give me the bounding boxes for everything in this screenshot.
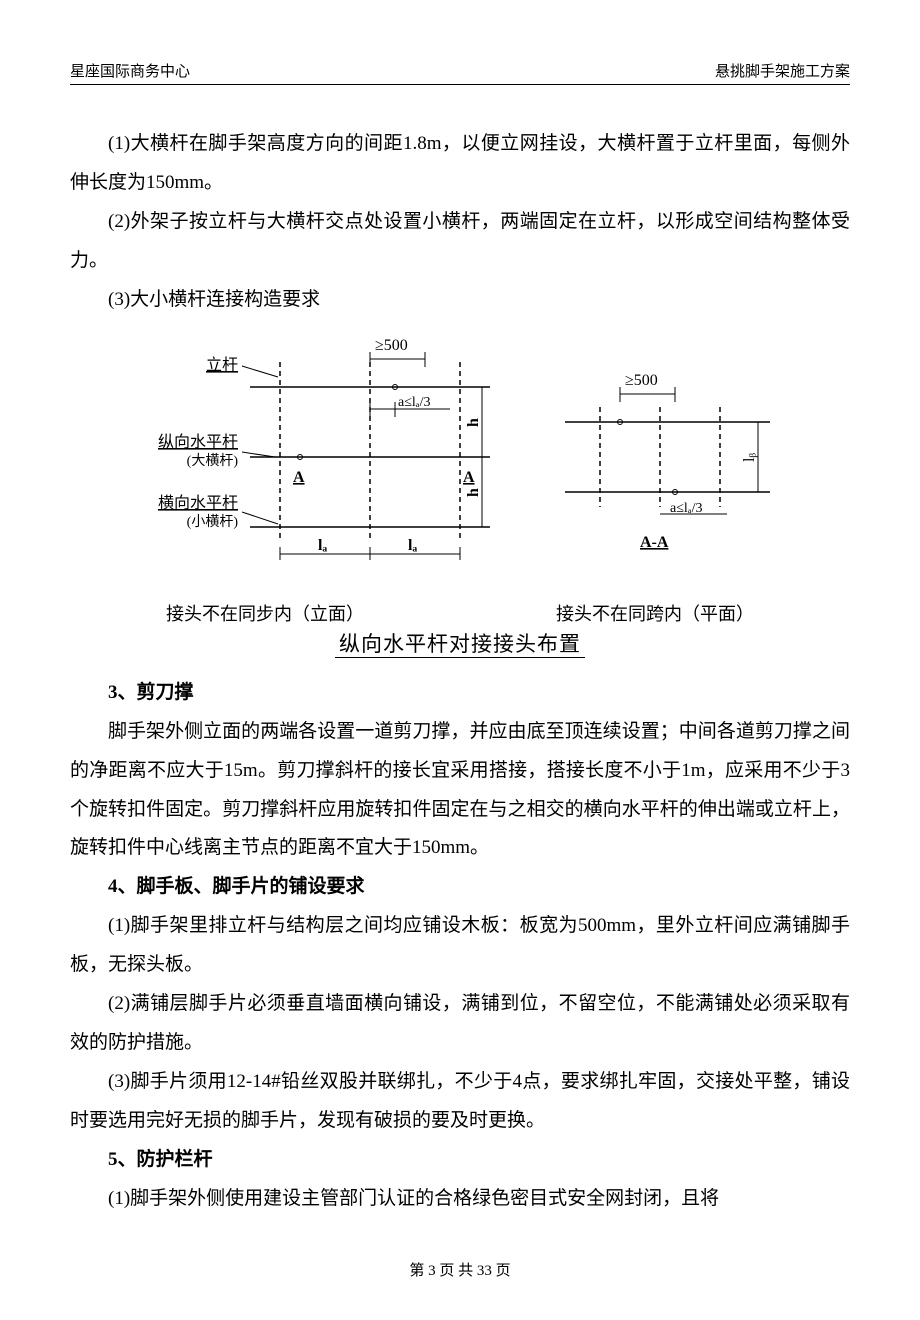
paragraph-5: (1)脚手架里排立杆与结构层之间均应铺设木板：板宽为500mm，里外立杆间应满铺… [70,907,850,985]
caption-left: 接头不在同步内（立面） [166,600,364,626]
label-xhg: (小横杆) [187,514,239,530]
diagram-sub-captions: 接头不在同步内（立面） 接头不在同跨内（平面） [70,600,850,626]
header-right: 悬挑脚手架施工方案 [715,60,850,81]
diagram-svg: ≥500 a≤lₐ/3 lₐ lₐ h h [130,332,790,592]
body-text: (1)大横杆在脚手架高度方向的间距1.8m，以便立网挂设，大横杆置于立杆里面，每… [70,125,850,320]
label-hxsp: 横向水平杆 [158,494,238,512]
label-AA: A-A [640,534,669,551]
label-lb: lᵦ [741,452,758,461]
heading-5: 5、防护栏杆 [70,1141,850,1180]
paragraph-2: (2)外架子按立杆与大横杆交点处设置小横杆，两端固定在立杆，以形成空间结构整体受… [70,203,850,281]
heading-4: 4、脚手板、脚手片的铺设要求 [70,868,850,907]
paragraph-4: 脚手架外侧立面的两端各设置一道剪刀撑，并应由底至顶连续设置；中间各道剪刀撑之间的… [70,713,850,869]
document-page: 星座国际商务中心 悬挑脚手架施工方案 (1)大横杆在脚手架高度方向的间距1.8m… [0,0,920,1320]
heading-3: 3、剪刀撑 [70,674,850,713]
label-ligan: 立杆 [206,356,238,374]
paragraph-3: (3)大小横杆连接构造要求 [70,281,850,320]
diagram-main-caption: 纵向水平杆对接接头布置 [70,628,850,658]
paragraph-1: (1)大横杆在脚手架高度方向的间距1.8m，以便立网挂设，大横杆置于立杆里面，每… [70,125,850,203]
page-footer: 第 3 页 共 33 页 [70,1259,850,1280]
body-text-2: 3、剪刀撑 脚手架外侧立面的两端各设置一道剪刀撑，并应由底至顶连续设置；中间各道… [70,674,850,1219]
header-left: 星座国际商务中心 [70,60,190,81]
label-h-2: h [465,488,482,497]
label-ge500-right: ≥500 [625,372,658,389]
label-A-2: A [463,469,475,486]
diagram-block: ≥500 a≤lₐ/3 lₐ lₐ h h [70,332,850,592]
label-dhg: (大横杆) [187,453,239,469]
label-zxsp: 纵向水平杆 [158,433,238,451]
label-la-1: lₐ [318,537,327,554]
paragraph-8: (1)脚手架外侧使用建设主管部门认证的合格绿色密目式安全网封闭，且将 [70,1180,850,1219]
caption-right: 接头不在同跨内（平面） [556,600,754,626]
label-A-1: A [293,469,305,486]
paragraph-6: (2)满铺层脚手片必须垂直墙面横向铺设，满铺到位，不留空位，不能满铺处必须采取有… [70,985,850,1063]
label-ala3-left: a≤lₐ/3 [398,395,431,410]
caption-main-text: 纵向水平杆对接接头布置 [335,632,585,658]
paragraph-7: (3)脚手片须用12-14#铅丝双股并联绑扎，不少于4点，要求绑扎牢固，交接处平… [70,1063,850,1141]
label-ge500-left: ≥500 [375,337,408,354]
label-la-2: lₐ [408,537,417,554]
label-h-1: h [465,418,482,427]
page-header: 星座国际商务中心 悬挑脚手架施工方案 [70,60,850,85]
